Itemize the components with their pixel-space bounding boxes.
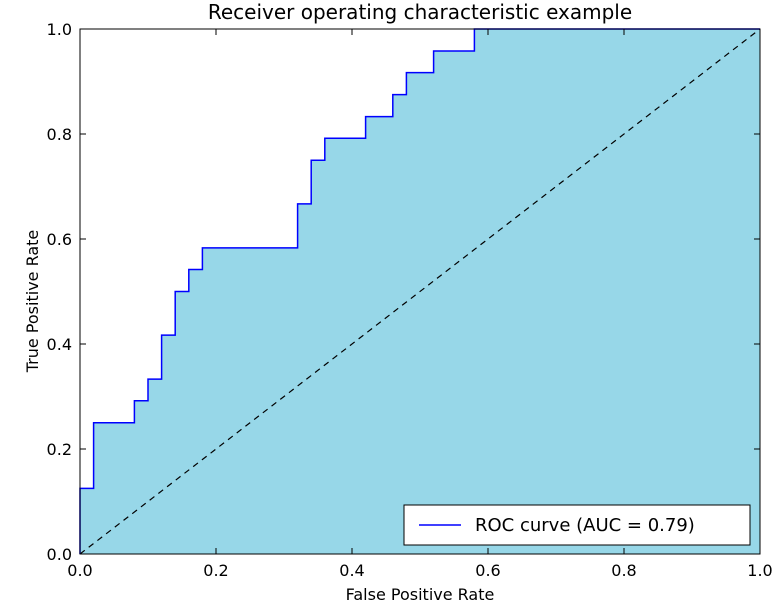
- x-tick-label: 0.6: [475, 561, 500, 580]
- x-tick-label: 0.2: [203, 561, 228, 580]
- y-tick-label: 0.8: [47, 125, 72, 144]
- x-tick-label: 0.8: [611, 561, 636, 580]
- x-axis-ticks: 0.0 0.2 0.4 0.6 0.8 1.0: [67, 29, 773, 580]
- roc-curve-line: [79, 28, 760, 554]
- y-tick-label: 0.2: [47, 440, 72, 459]
- y-axis-label: True Positive Rate: [23, 230, 42, 374]
- x-tick-label: 0.0: [67, 561, 92, 580]
- x-axis-label: False Positive Rate: [346, 585, 495, 604]
- legend-box: [403, 504, 751, 546]
- plot-area: [79, 28, 761, 555]
- x-tick-label: 0.4: [339, 561, 364, 580]
- legend-label-roc: ROC curve (AUC = 0.79): [475, 515, 695, 536]
- y-tick-label: 0.6: [47, 230, 72, 249]
- x-tick-label: 1.0: [747, 561, 772, 580]
- chart-title: Receiver operating characteristic exampl…: [208, 0, 632, 24]
- plot-frame: [79, 28, 761, 555]
- chance-diagonal-line: [79, 28, 761, 555]
- legend: ROC curve (AUC = 0.79): [403, 504, 751, 546]
- y-tick-label: 1.0: [47, 20, 72, 39]
- y-tick-label: 0.0: [47, 545, 72, 564]
- y-axis-ticks: 0.0 0.2 0.4 0.6 0.8 1.0: [47, 20, 760, 564]
- y-tick-label: 0.4: [47, 335, 72, 354]
